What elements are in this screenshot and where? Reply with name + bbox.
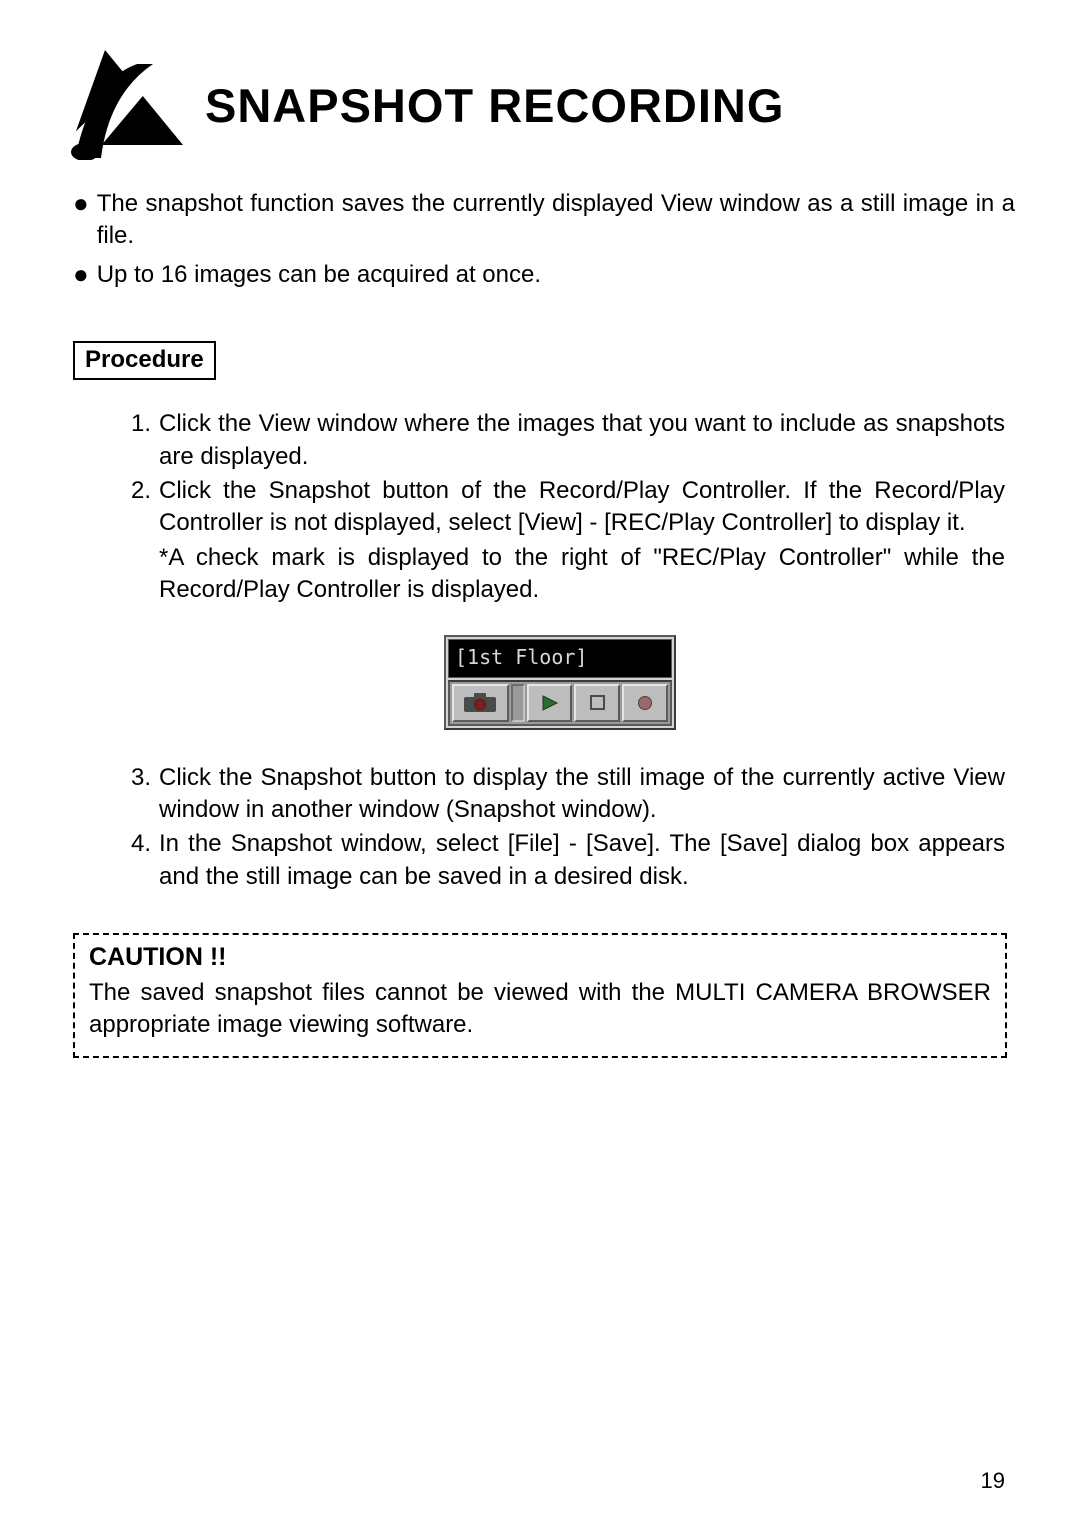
- controller-titlebar: [1st Floor]: [448, 639, 672, 678]
- step: 3. Click the Snapshot button to display …: [115, 762, 1005, 827]
- procedure-steps: 1. Click the View window where the image…: [115, 408, 1005, 893]
- caution-box: CAUTION !! The saved snapshot files cann…: [73, 933, 1007, 1058]
- caution-title: CAUTION !!: [89, 941, 991, 975]
- intro-item: ● The snapshot function saves the curren…: [73, 188, 1015, 253]
- section-logo-icon: [65, 50, 185, 160]
- step: 2. Click the Snapshot button of the Reco…: [115, 475, 1005, 540]
- intro-item: ● Up to 16 images can be acquired at onc…: [73, 259, 1015, 291]
- bullet-icon: ●: [73, 188, 89, 219]
- step: 4. In the Snapshot window, select [File]…: [115, 828, 1005, 893]
- intro-text: Up to 16 images can be acquired at once.: [97, 259, 541, 291]
- page-number: 19: [981, 1468, 1005, 1494]
- stop-icon: [590, 695, 605, 710]
- step-number: 3.: [115, 762, 159, 827]
- step-text: In the Snapshot window, select [File] - …: [159, 828, 1005, 893]
- bullet-icon: ●: [73, 259, 89, 290]
- procedure-heading: Procedure: [73, 341, 216, 380]
- caution-text: The saved snapshot files cannot be viewe…: [89, 977, 991, 1042]
- step-number: 1.: [115, 408, 159, 473]
- intro-list: ● The snapshot function saves the curren…: [73, 188, 1015, 291]
- step-number: 4.: [115, 828, 159, 893]
- page-title: SNAPSHOT RECORDING: [205, 78, 784, 133]
- intro-text: The snapshot function saves the currentl…: [97, 188, 1015, 253]
- controller-button-row: [448, 680, 672, 726]
- snapshot-button[interactable]: [452, 684, 509, 722]
- record-icon: [637, 695, 653, 711]
- step-text: Click the Snapshot button of the Record/…: [159, 475, 1005, 540]
- controller-screenshot: [1st Floor]: [115, 635, 1005, 730]
- step-text: Click the View window where the images t…: [159, 408, 1005, 473]
- camera-icon: [463, 693, 497, 713]
- play-button[interactable]: [527, 684, 573, 722]
- record-button[interactable]: [622, 684, 668, 722]
- step-note: *A check mark is displayed to the right …: [159, 542, 1005, 607]
- header: SNAPSHOT RECORDING: [65, 50, 1015, 160]
- page: SNAPSHOT RECORDING ● The snapshot functi…: [0, 0, 1080, 1534]
- controller-divider: [511, 684, 525, 722]
- stop-button[interactable]: [574, 684, 620, 722]
- step-text: Click the Snapshot button to display the…: [159, 762, 1005, 827]
- rec-play-controller: [1st Floor]: [444, 635, 676, 730]
- step: 1. Click the View window where the image…: [115, 408, 1005, 473]
- play-icon: [541, 695, 559, 711]
- step-number: 2.: [115, 475, 159, 540]
